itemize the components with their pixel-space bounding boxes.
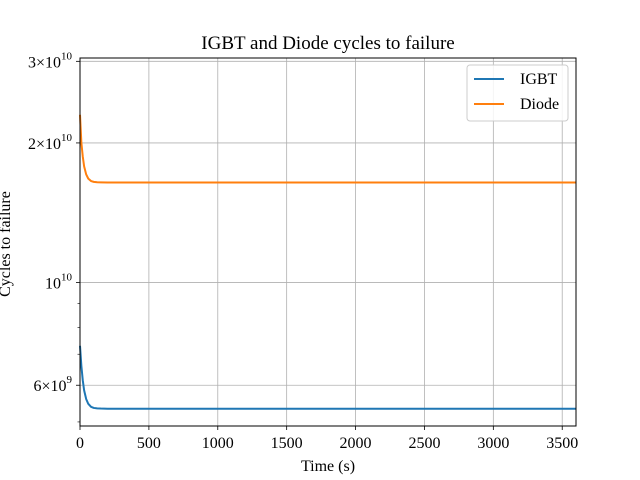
x-axis-ticks: 0 500 1000 1500 2000 2500 3000 3500 (76, 426, 578, 452)
x-tick-label: 1500 (271, 435, 303, 452)
y-tick-label: 2×1010 (28, 132, 73, 153)
grid (79, 58, 576, 426)
y-tick-label: 6×109 (33, 374, 72, 395)
plot-lines (79, 114, 576, 410)
x-tick-label: 500 (137, 435, 161, 452)
x-tick-label: 3000 (477, 435, 509, 452)
legend-label-igbt: IGBT (520, 71, 558, 88)
y-tick-label: 1010 (45, 271, 73, 292)
legend: IGBT Diode (466, 64, 569, 122)
series-line-igbt (79, 345, 576, 410)
axes-frame (79, 57, 577, 427)
y-axis-label: Cycles to failure (0, 191, 14, 297)
x-tick-label: 2500 (408, 435, 440, 452)
legend-label-diode: Diode (520, 96, 559, 113)
y-tick-label: 3×1010 (28, 50, 73, 71)
series-line-diode (79, 114, 576, 184)
x-axis-label: Time (s) (301, 458, 355, 475)
x-tick-label: 3500 (546, 435, 578, 452)
x-tick-label: 2000 (340, 435, 372, 452)
x-tick-label: 1000 (202, 435, 234, 452)
chart-title: IGBT and Diode cycles to failure (201, 33, 454, 54)
y-axis-ticks: 6×109 1010 2×1010 3×1010 (28, 50, 80, 423)
x-tick-label: 0 (76, 435, 84, 452)
